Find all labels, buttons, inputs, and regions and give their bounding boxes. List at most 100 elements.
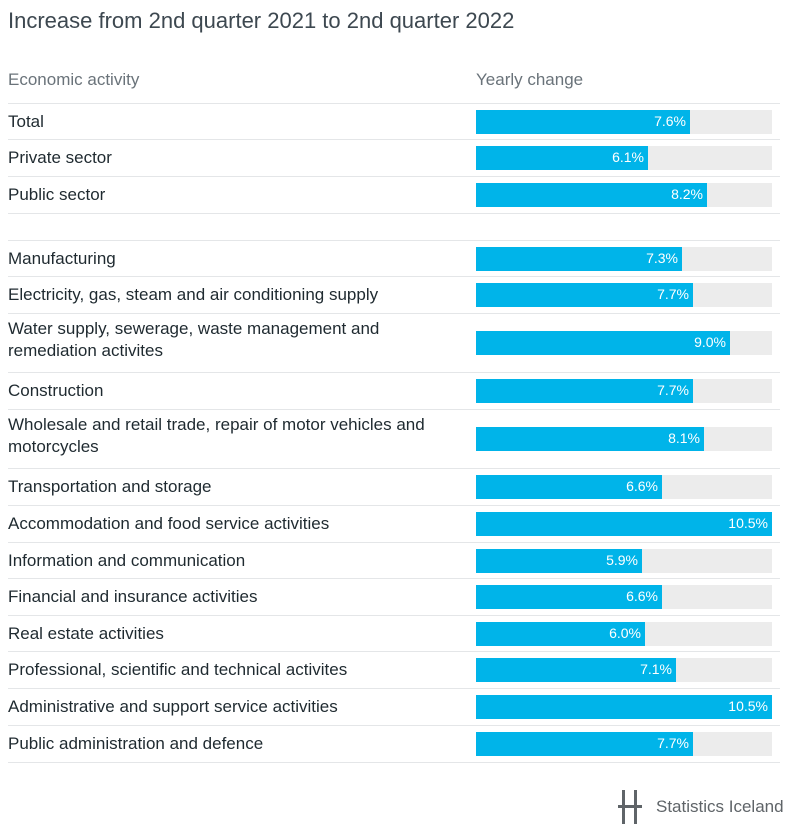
category-label: Transportation and storage [8, 477, 212, 496]
category-label: Water supply, sewerage, waste management… [8, 319, 380, 360]
bar-row: Wholesale and retail trade, repair of mo… [8, 410, 780, 468]
bar-track: 6.0% [476, 622, 772, 646]
bar: 7.7% [476, 379, 693, 403]
bar-value-label: 8.2% [671, 186, 703, 202]
row-divider [8, 240, 780, 241]
bar: 6.0% [476, 622, 645, 646]
bar-value-label: 7.1% [640, 661, 672, 677]
bar: 10.5% [476, 512, 772, 536]
bar-value-label: 10.5% [728, 698, 768, 714]
category-label: Private sector [8, 148, 112, 167]
category-label: Professional, scientific and technical a… [8, 660, 348, 679]
bar-value-label: 7.3% [646, 250, 678, 266]
bar-track: 7.7% [476, 732, 772, 756]
bar: 6.1% [476, 146, 648, 170]
statistics-iceland-logo-icon [618, 790, 642, 824]
bar-row: Water supply, sewerage, waste management… [8, 314, 780, 372]
bar-track: 7.7% [476, 379, 772, 403]
bar-value-label: 7.7% [657, 382, 689, 398]
bar-value-label: 8.1% [668, 430, 700, 446]
bar-track: 5.9% [476, 549, 772, 573]
chart-title: Increase from 2nd quarter 2021 to 2nd qu… [8, 8, 515, 33]
bar: 7.6% [476, 110, 690, 134]
bar-value-label: 7.6% [654, 113, 686, 129]
bar-value-label: 6.1% [612, 149, 644, 165]
bar-row: Professional, scientific and technical a… [8, 652, 780, 688]
bar-track: 10.5% [476, 695, 772, 719]
bar: 6.6% [476, 475, 662, 499]
bar-track: 10.5% [476, 512, 772, 536]
row-divider [8, 139, 780, 140]
bar-value-label: 9.0% [694, 334, 726, 350]
bar-value-label: 6.0% [609, 625, 641, 641]
row-divider [8, 505, 780, 506]
bar: 5.9% [476, 549, 642, 573]
bar-track: 6.6% [476, 475, 772, 499]
table-header: Economic activity Yearly change [8, 70, 780, 102]
bar-value-label: 7.7% [657, 286, 689, 302]
row-divider [8, 103, 780, 104]
row-divider [8, 313, 780, 314]
bar: 7.3% [476, 247, 682, 271]
row-divider [8, 372, 780, 373]
row-divider [8, 688, 780, 689]
category-label: Accommodation and food service activitie… [8, 514, 330, 533]
bar-track: 7.6% [476, 110, 772, 134]
bar-row: Electricity, gas, steam and air conditio… [8, 277, 780, 313]
category-label: Total [8, 112, 44, 131]
bar: 10.5% [476, 695, 772, 719]
bar-row: Financial and insurance activities 6.6% [8, 579, 780, 615]
statistics-iceland-logo: Statistics Iceland [616, 788, 796, 828]
bar: 7.7% [476, 283, 693, 307]
bar: 6.6% [476, 585, 662, 609]
row-divider [8, 651, 780, 652]
row-divider [8, 409, 780, 410]
bar-track: 7.7% [476, 283, 772, 307]
bar-track: 9.0% [476, 331, 772, 355]
bar-row: Total 7.6% [8, 104, 780, 140]
category-label: Construction [8, 381, 104, 400]
category-label: Financial and insurance activities [8, 587, 258, 606]
logo-text: Statistics Iceland [656, 797, 784, 816]
value-column-header: Yearly change [476, 70, 584, 89]
category-label: Manufacturing [8, 249, 116, 268]
category-label: Wholesale and retail trade, repair of mo… [8, 415, 425, 456]
row-divider [8, 542, 780, 543]
category-label: Public administration and defence [8, 734, 264, 753]
bar: 8.1% [476, 427, 704, 451]
row-divider [8, 213, 780, 214]
bar-track: 7.3% [476, 247, 772, 271]
bar-track: 6.6% [476, 585, 772, 609]
bar-row: Private sector 6.1% [8, 140, 780, 176]
bar-row: Administrative and support service activ… [8, 689, 780, 725]
bar-value-label: 6.6% [626, 588, 658, 604]
row-divider [8, 176, 780, 177]
bar-row: Real estate activities 6.0% [8, 616, 780, 652]
row-divider [8, 468, 780, 469]
bar-row: Construction 7.7% [8, 373, 780, 409]
bar: 8.2% [476, 183, 707, 207]
bar-row: Information and communication 5.9% [8, 543, 780, 579]
row-divider [8, 762, 780, 763]
bar-row: Accommodation and food service activitie… [8, 506, 780, 542]
bar: 9.0% [476, 331, 730, 355]
category-label: Public sector [8, 185, 106, 204]
row-divider [8, 725, 780, 726]
bar-track: 6.1% [476, 146, 772, 170]
bar-value-label: 6.6% [626, 478, 658, 494]
bar-row: Public administration and defence 7.7% [8, 726, 780, 762]
category-label: Electricity, gas, steam and air conditio… [8, 285, 379, 304]
bar-track: 7.1% [476, 658, 772, 682]
row-divider [8, 615, 780, 616]
bar-value-label: 5.9% [606, 552, 638, 568]
category-label: Administrative and support service activ… [8, 697, 338, 716]
bar-row: Manufacturing 7.3% [8, 241, 780, 277]
category-label: Information and communication [8, 551, 246, 570]
row-divider [8, 578, 780, 579]
category-label: Real estate activities [8, 624, 164, 643]
bar-value-label: 10.5% [728, 515, 768, 531]
bar-track: 8.1% [476, 427, 772, 451]
bar-row: Transportation and storage 6.6% [8, 469, 780, 505]
bar: 7.1% [476, 658, 676, 682]
bar-track: 8.2% [476, 183, 772, 207]
